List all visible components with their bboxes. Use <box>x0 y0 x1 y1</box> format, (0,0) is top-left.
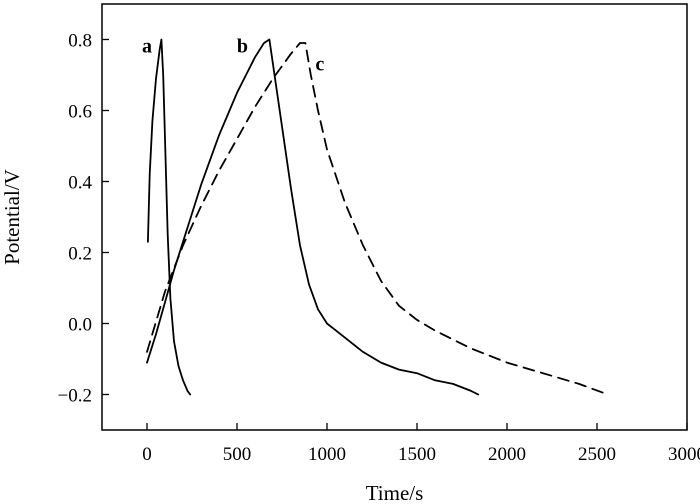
y-tick-label: 0.2 <box>68 244 92 265</box>
series-line-a <box>146 38 192 396</box>
x-tick-label: 0 <box>142 444 152 465</box>
x-tick-label: 1500 <box>398 444 436 465</box>
y-axis-title: Potential/V <box>0 169 24 265</box>
series-label-c: c <box>315 53 324 75</box>
y-tick-label: 0.8 <box>68 31 92 52</box>
y-tick-label: −0.2 <box>58 386 92 407</box>
x-tick-label: 2000 <box>488 444 526 465</box>
tick-labels: 0 500 1000 1500 2000 2500 3000 −0.2 0.0 0.2 0.4 0.6… <box>58 31 700 466</box>
plot-frame <box>101 3 688 431</box>
x-tick-label: 500 <box>223 444 252 465</box>
series-line-c <box>146 42 609 396</box>
x-tick-label: 3000 <box>668 444 700 465</box>
series-label-b: b <box>237 36 248 58</box>
y-tick-label: 0.0 <box>68 315 92 336</box>
x-axis-title: Time/s <box>366 481 424 504</box>
y-tick-label: 0.4 <box>68 173 92 194</box>
series-layer: a b c <box>142 36 609 396</box>
series-line-b <box>146 38 480 396</box>
x-tick-label: 1000 <box>308 444 346 465</box>
series-label-a: a <box>142 36 152 58</box>
x-tick-label: 2500 <box>578 444 616 465</box>
axis-ticks <box>102 38 688 430</box>
y-tick-label: 0.6 <box>68 102 92 123</box>
